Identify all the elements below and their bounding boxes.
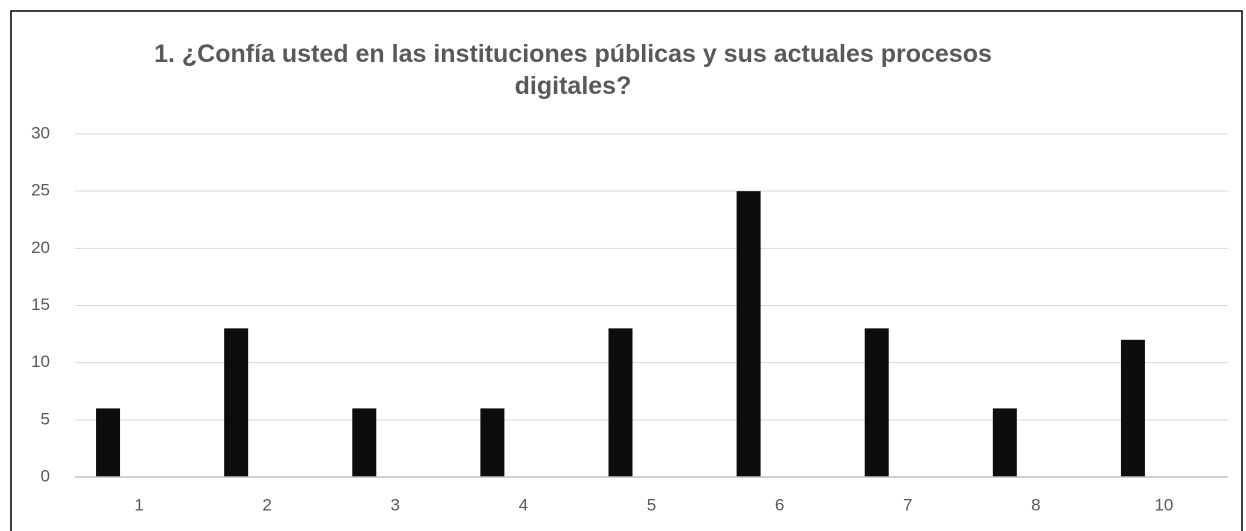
bar xyxy=(864,328,889,477)
x-tick-label: 8 xyxy=(1031,495,1040,514)
bar xyxy=(224,328,249,477)
x-tick-label: 10 xyxy=(1154,495,1173,514)
bar xyxy=(96,408,121,477)
y-tick-label: 25 xyxy=(31,181,50,200)
y-tick-label: 20 xyxy=(31,238,50,257)
x-tick-label: 1 xyxy=(134,495,143,514)
x-tick-label: 3 xyxy=(391,495,400,514)
bar xyxy=(1120,339,1145,477)
bar xyxy=(736,191,761,477)
x-tick-label: 7 xyxy=(903,495,912,514)
y-tick-label: 0 xyxy=(41,466,50,485)
y-tick-label: 30 xyxy=(31,123,50,142)
bar xyxy=(480,408,505,477)
bar xyxy=(352,408,377,477)
x-tick-label: 4 xyxy=(519,495,528,514)
bar xyxy=(608,328,633,477)
chart-frame xyxy=(10,10,1243,531)
x-tick-label: 2 xyxy=(262,495,271,514)
x-tick-label: 6 xyxy=(775,495,784,514)
bar xyxy=(992,408,1017,477)
x-tick-label: 5 xyxy=(647,495,656,514)
y-tick-label: 5 xyxy=(41,409,50,428)
chart-title: 1. ¿Confía usted en las instituciones pú… xyxy=(154,40,992,100)
y-tick-label: 15 xyxy=(31,295,50,314)
y-tick-label: 10 xyxy=(31,352,50,371)
